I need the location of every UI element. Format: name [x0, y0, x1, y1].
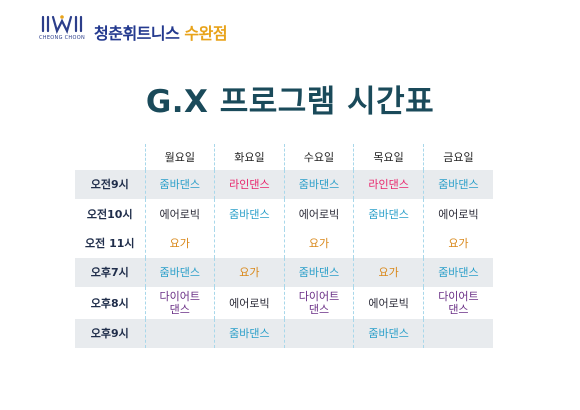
class-cell: 라인댄스: [214, 170, 285, 199]
day-header-mon: 월요일: [144, 144, 215, 170]
brand-name: 청춘휘트니스 수완점: [94, 20, 228, 44]
class-cell: 에어로빅: [283, 199, 354, 229]
class-cell: 요가: [353, 258, 424, 287]
class-cell: 요가: [422, 229, 493, 258]
class-cell: 줌바댄스: [422, 170, 493, 199]
day-header-wed: 수요일: [283, 144, 354, 170]
class-cell: 줌바댄스: [214, 199, 285, 229]
time-slot-label: 오후7시: [75, 258, 145, 287]
table-row: 오전10시 에어로빅 줌바댄스 에어로빅 줌바댄스 에어로빅: [75, 199, 493, 229]
time-slot-label: 오후9시: [75, 319, 145, 348]
table-row: 오후9시 줌바댄스 줌바댄스: [75, 319, 493, 348]
logo-emblem-icon: [41, 15, 83, 34]
class-cell: [214, 229, 285, 258]
class-cell: 에어로빅: [353, 287, 424, 319]
class-cell: [422, 319, 493, 348]
time-slot-label: 오전10시: [86, 207, 133, 221]
time-slot-label: 오전9시: [75, 170, 145, 199]
day-header-tue: 화요일: [214, 144, 285, 170]
class-cell: 에어로빅: [422, 199, 493, 229]
schedule-body: 오전9시 줌바댄스 라인댄스 줌바댄스 라인댄스 줌바댄스 오전10시 에어로빅 줌바댄스 에어로…: [75, 170, 493, 348]
brand-name-branch: 수완점: [184, 24, 228, 43]
class-cell: 줌바댄스: [283, 258, 354, 287]
class-cell: 줌바댄스: [144, 258, 215, 287]
class-cell: 줌바댄스: [422, 258, 493, 287]
time-slot-label: 오후8시: [90, 296, 129, 310]
class-cell: 라인댄스: [353, 170, 424, 199]
table-row: 오전 11시 요가 요가 요가: [75, 229, 493, 258]
class-cell: 줌바댄스: [144, 170, 215, 199]
class-cell: [353, 229, 424, 258]
brand-logo: CHEONG CHOON: [38, 14, 86, 41]
class-cell: 요가: [283, 229, 354, 258]
class-cell: 다이어트 댄스: [144, 287, 215, 319]
brand-name-main: 청춘휘트니스: [94, 24, 180, 43]
day-header-fri: 금요일: [422, 144, 493, 170]
class-cell: 줌바댄스: [283, 170, 354, 199]
class-cell: 에어로빅: [144, 199, 215, 229]
day-header-thu: 목요일: [353, 144, 424, 170]
logo-subtext: CHEONG CHOON: [38, 35, 85, 41]
page-title: G.X 프로그램 시간표: [145, 84, 435, 120]
class-cell: 줌바댄스: [353, 319, 424, 348]
class-cell: 다이어트 댄스: [422, 287, 493, 319]
class-cell: 줌바댄스: [214, 319, 285, 348]
class-cell: 에어로빅: [214, 287, 285, 319]
table-row: 오전9시 줌바댄스 라인댄스 줌바댄스 라인댄스 줌바댄스: [75, 170, 493, 199]
table-row: 오후8시 다이어트 댄스 에어로빅 다이어트 댄스 에어로빅 다이어트 댄스: [75, 287, 493, 319]
class-cell: 요가: [144, 229, 215, 258]
schedule-header-row: 월요일 화요일 수요일 목요일 금요일: [75, 144, 493, 170]
table-row: 오후7시 줌바댄스 요가 줌바댄스 요가 줌바댄스: [75, 258, 493, 287]
class-cell: 요가: [214, 258, 285, 287]
class-cell: [283, 319, 354, 348]
header-corner: [75, 144, 145, 170]
time-slot-label: 오전 11시: [85, 237, 135, 250]
schedule-table: 월요일 화요일 수요일 목요일 금요일 오전9시 줌바댄스 라인댄스 줌바댄스 라인댄스…: [75, 144, 493, 348]
class-cell: 다이어트 댄스: [283, 287, 354, 319]
class-cell: 줌바댄스: [353, 199, 424, 229]
class-cell: [144, 319, 215, 348]
brand-header: CHEONG CHOON 청춘휘트니스 수완점: [38, 14, 228, 44]
